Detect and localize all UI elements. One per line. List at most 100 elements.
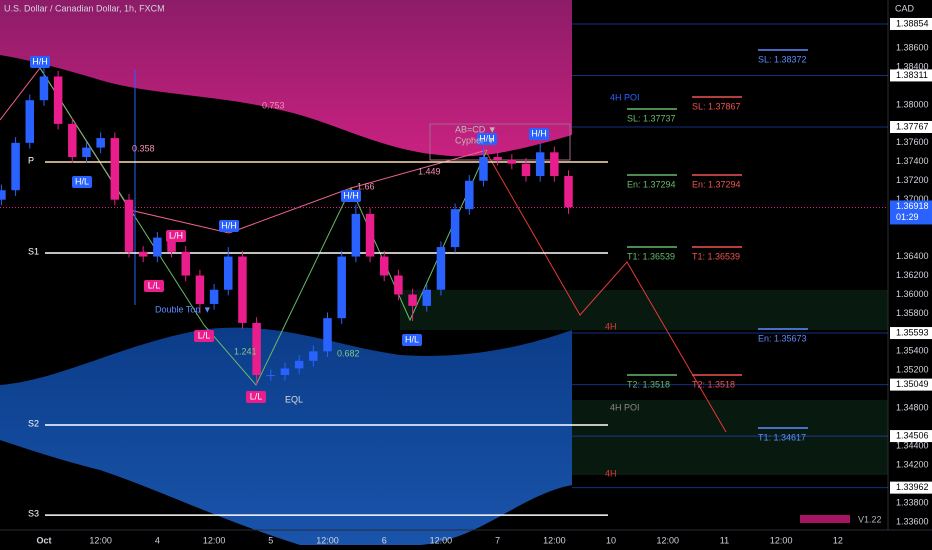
candle-body [195,275,205,304]
candle-body [450,209,460,248]
price-label: 1.35049 [896,379,929,389]
pivot-label: P [28,155,34,165]
version: V1.22 [858,514,882,524]
y-tick-label: 1.34400 [896,440,929,450]
pivot-label: H/H [479,133,495,143]
pivot-label: L/L [198,330,211,340]
x-tick-label: 12:00 [543,535,566,545]
upper-band [0,0,572,157]
candle-body [379,256,389,276]
candle-body [153,237,162,257]
price-box [890,17,932,30]
candle-body [96,138,105,148]
pivot-label: H/H [32,56,48,66]
annotation: 4H POI [610,402,640,412]
x-tick-label: 12:00 [203,535,226,545]
pivot-label: S3 [28,508,39,518]
candle-body [351,213,361,257]
price-box [890,121,932,134]
pattern-box [429,123,571,161]
y-tick-label: 1.38600 [896,42,929,52]
candle-body [124,199,134,252]
chart-title: U.S. Dollar / Canadian Dollar, 1h, FXCM [4,3,165,13]
price-label: 1.35593 [896,327,929,337]
y-tick-label: 1.34800 [896,403,929,413]
x-tick-label: 12:00 [657,535,680,545]
pivot-label: S2 [28,418,39,428]
pivot-box [144,280,164,292]
projection [484,149,727,433]
x-tick-label: 11 [720,535,729,545]
candle-body [550,152,559,177]
pivot-box [341,190,361,202]
annotation: AB=CD ▼ [455,124,497,134]
countdown: 01:29 [896,212,919,222]
pivot-box [219,220,239,232]
candle-body [365,213,375,257]
poi-zone [400,290,888,330]
candle-body [408,294,417,306]
candle-body [521,163,531,177]
y-tick-label: 1.34200 [896,459,929,469]
pivot-label: L/H [169,230,183,240]
price-box [890,430,932,443]
candle-body [11,142,20,191]
y-tick-label: 1.35200 [896,365,929,375]
y-tick-label: 1.33800 [896,497,929,507]
price-label: 1.38311 [896,70,928,80]
y-tick-label: 1.35400 [896,346,929,356]
candle-body [266,375,276,377]
candle-body [394,275,403,295]
currency: CAD [895,3,915,13]
y-tick-label: 1.38400 [896,61,929,71]
x-tick-label: 7 [495,535,500,545]
annotation: 1.66 [357,181,375,191]
y-tick-label: 1.38000 [896,99,929,109]
candle-body [337,256,346,319]
candle-body [252,322,261,376]
trade-label: T1: 1.34617 [758,432,806,442]
candle-body [209,289,219,304]
annotation: Double Top ▼ [155,304,212,314]
annotation: 4H [605,321,617,331]
candle-body [110,138,120,200]
price-box [890,481,932,494]
annotation: 0.753 [262,100,285,110]
trade-label: T2: 1.3518 [627,379,670,389]
price-box [890,327,932,340]
annotation: Cypher ▼ [455,135,495,145]
trade-label: T2: 1.3518 [692,379,735,389]
y-tick-label: 1.37600 [896,137,929,147]
pivot-box [529,128,549,140]
y-tick-label: 1.37200 [896,175,929,185]
candle-body [479,157,488,181]
candle-body [39,76,49,101]
price-label: 1.33962 [896,482,929,492]
price-box [890,69,932,82]
candle-body [68,123,77,158]
pivot-label: H/L [405,334,419,344]
pivot-box [477,133,497,145]
candle-body [323,318,332,352]
pivot-label: S1 [28,246,39,256]
annotation: 0.682 [337,348,360,358]
candle-body [422,289,432,306]
pivot-box [246,391,266,403]
x-tick-label: 6 [382,535,387,545]
x-tick-label: 12:00 [430,535,453,545]
annotation: 1.241 [234,346,257,356]
candle-body [294,360,304,369]
price-label: 1.38854 [896,18,929,28]
candle-body [535,152,545,177]
pivot-label: H/H [343,190,359,200]
annotation: 4H POI [610,92,640,102]
y-tick-label: 1.37400 [896,156,929,166]
candle-body [138,251,148,257]
lower-band [0,327,572,545]
candle-body [238,256,247,323]
candle-body [224,256,233,290]
trade-label: En: 1.37294 [627,179,676,189]
trade-label: SL: 1.37737 [627,113,676,123]
pivot-label: L/L [148,280,161,290]
